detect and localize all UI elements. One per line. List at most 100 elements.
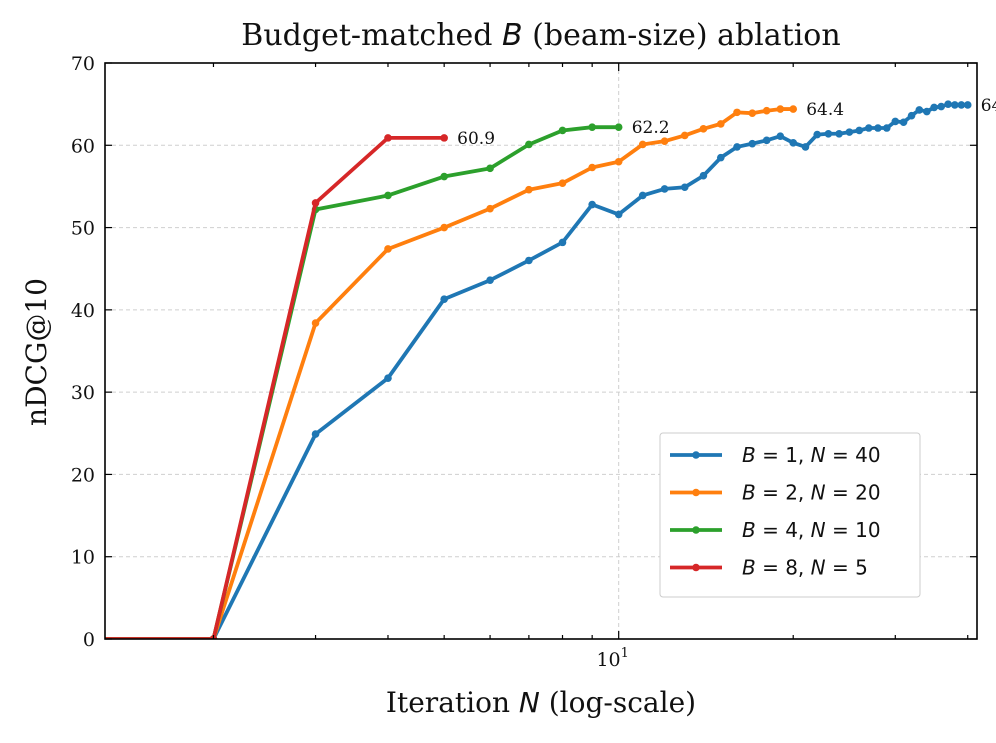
series-line	[105, 102, 970, 639]
data-point	[937, 102, 945, 111]
data-point	[835, 129, 843, 138]
legend-item: B = 8, N = 5	[670, 556, 868, 580]
y-tick-label: 20	[71, 464, 95, 486]
y-axis-label: nDCG@10	[20, 278, 53, 426]
y-tick-label: 60	[71, 135, 95, 157]
data-point	[855, 126, 864, 135]
legend-marker	[692, 451, 700, 459]
data-point	[311, 199, 320, 207]
data-point	[558, 179, 567, 187]
data-point	[891, 117, 900, 126]
data-point	[440, 134, 448, 142]
legend-item: B = 4, N = 10	[670, 518, 881, 542]
legend-box	[659, 432, 921, 598]
data-point	[874, 124, 882, 132]
data-point	[789, 139, 798, 147]
data-point	[525, 185, 533, 194]
data-point	[558, 126, 567, 135]
data-point	[748, 109, 757, 117]
end-value-label: 62.2	[632, 118, 670, 138]
x-tick-label: 101	[596, 646, 628, 671]
series-3	[35, 123, 623, 643]
data-point	[776, 132, 785, 141]
data-point	[915, 106, 924, 114]
data-point	[588, 163, 596, 172]
data-point	[716, 153, 725, 162]
data-point	[486, 164, 494, 173]
data-point	[311, 319, 320, 327]
data-point	[614, 123, 623, 131]
data-point	[440, 223, 448, 232]
y-tick-label: 30	[71, 382, 95, 404]
legend: B = 1, N = 40 B = 2, N = 20 B = 4, N = 10 B…	[659, 432, 921, 598]
data-point	[638, 191, 647, 200]
data-point	[588, 200, 596, 209]
data-point	[907, 111, 916, 120]
data-point	[930, 103, 938, 112]
plot-frame	[104, 62, 978, 640]
legend-label: B = 1, N = 40	[742, 443, 881, 467]
legend-marker	[692, 488, 700, 497]
data-point	[35, 635, 43, 643]
y-tick-label: 0	[83, 629, 95, 651]
data-point	[957, 101, 966, 109]
legend-marker	[692, 526, 700, 534]
end-value-label: 64.4	[806, 100, 844, 120]
data-point	[733, 143, 741, 151]
data-point	[525, 256, 533, 265]
legend-label: B = 8, N = 5	[742, 556, 868, 580]
series-line	[105, 125, 621, 639]
data-point	[680, 131, 689, 140]
data-point	[845, 128, 854, 136]
y-tick-label: 10	[71, 547, 95, 569]
data-point	[680, 183, 689, 192]
data-point	[558, 238, 567, 247]
series-4	[35, 134, 448, 643]
data-point	[384, 191, 392, 200]
data-point	[384, 245, 392, 253]
data-point	[789, 105, 798, 113]
end-value-label: 60.9	[457, 129, 495, 149]
legend-item: B = 2, N = 20	[670, 481, 881, 505]
legend-marker	[692, 563, 700, 572]
y-tick-label: 70	[71, 53, 95, 75]
data-point	[440, 295, 448, 303]
chart-title: Budget-matched B (beam-size) ablation	[241, 18, 840, 53]
data-point	[486, 276, 494, 285]
series-line	[105, 135, 447, 639]
data-point	[660, 185, 669, 193]
y-tick-label: 40	[71, 300, 95, 322]
data-point	[384, 134, 392, 142]
data-point	[899, 118, 908, 127]
data-point	[963, 101, 972, 109]
data-point	[35, 635, 43, 643]
data-point	[588, 123, 596, 131]
data-point	[614, 157, 623, 166]
data-point	[748, 139, 757, 148]
data-point	[923, 107, 931, 116]
data-point	[660, 137, 669, 145]
data-point	[35, 635, 43, 643]
legend-label: B = 2, N = 20	[742, 481, 881, 505]
end-labels: 64.9 64.4 62.2 60.9	[457, 96, 996, 149]
data-point	[762, 136, 771, 145]
data-point	[525, 140, 533, 149]
data-point	[486, 204, 494, 213]
data-point	[762, 106, 771, 115]
data-point	[864, 124, 873, 132]
data-point	[733, 108, 741, 117]
series-1	[35, 100, 972, 643]
data-point	[384, 374, 392, 382]
data-point	[951, 101, 959, 109]
data-point	[882, 124, 891, 132]
series-layer	[35, 100, 972, 643]
series-2	[105, 105, 798, 639]
data-point	[311, 430, 320, 438]
data-point	[440, 172, 448, 181]
data-point	[699, 125, 708, 133]
y-tick-label: 50	[71, 218, 95, 240]
data-point	[824, 129, 833, 138]
data-point	[716, 120, 725, 128]
data-point	[801, 143, 810, 151]
